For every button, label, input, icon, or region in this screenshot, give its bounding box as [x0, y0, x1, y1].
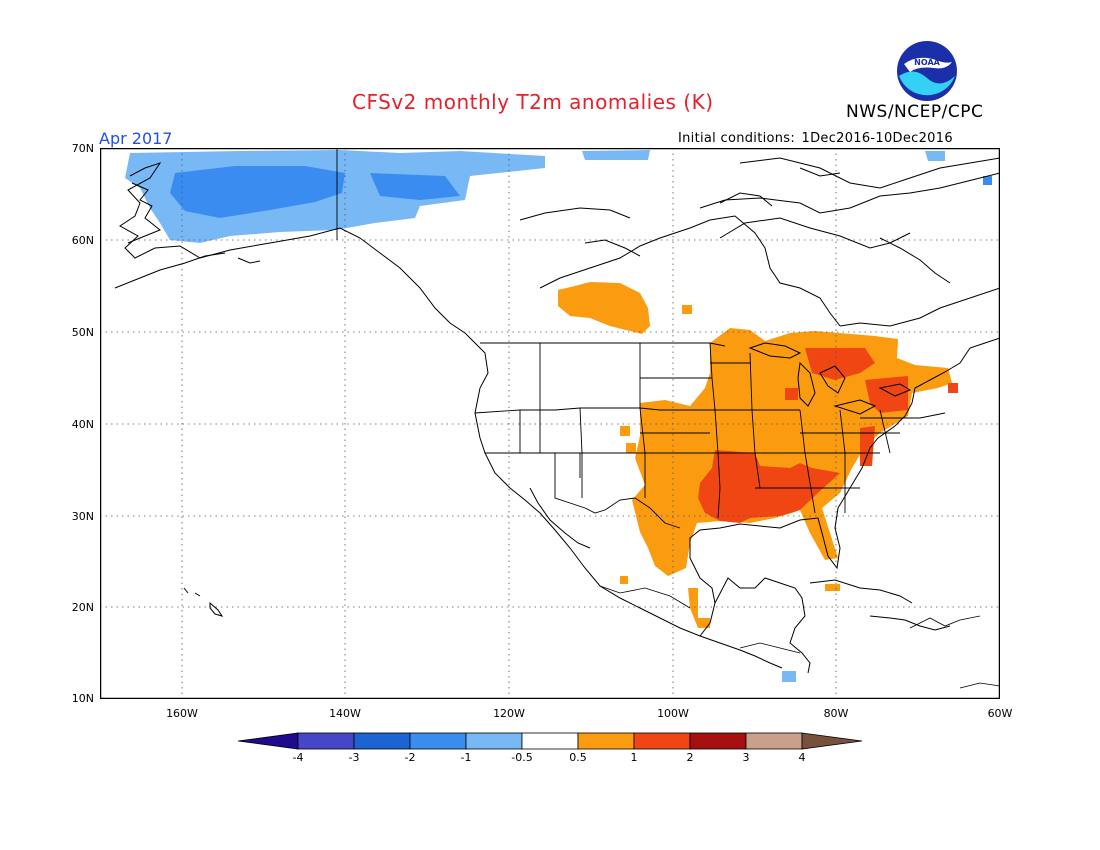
colorbar-cell [689, 732, 747, 750]
negative-anomaly-region [125, 150, 992, 682]
lat-label-50n: 50N [71, 326, 94, 339]
central-america-boundaries [599, 585, 1000, 689]
logo-text: NOAA [914, 58, 940, 67]
lat-label-60n: 60N [71, 234, 94, 247]
colorbar-cell [745, 732, 803, 750]
colorbar-cell [297, 732, 355, 750]
lat-label-20n: 20N [71, 601, 94, 614]
colorbar-cell [465, 732, 523, 750]
lat-label-40n: 40N [71, 418, 94, 431]
valid-month: Apr 2017 [99, 129, 173, 148]
anomaly-map [100, 148, 1000, 699]
colorbar-label: 0.5 [569, 751, 587, 764]
colorbar-label: -1 [460, 751, 472, 764]
coastlines [119, 157, 1000, 674]
graticule [100, 148, 1000, 699]
agency-label: NWS/NCEP/CPC [846, 102, 984, 122]
colorbar-cell [521, 732, 579, 750]
lat-label-10n: 10N [71, 692, 94, 705]
colorbar-cell [353, 732, 411, 750]
colorbar-label: -0.5 [511, 751, 533, 764]
lon-label-60w: 60W [987, 707, 1013, 720]
lat-label-70n: 70N [71, 142, 94, 155]
colorbar-label: 2 [686, 751, 694, 764]
lon-label-100w: 100W [657, 707, 689, 720]
political-boundaries [336, 148, 946, 529]
colorbar-label: 1 [630, 751, 638, 764]
colorbar [238, 732, 862, 750]
lon-label-140w: 140W [329, 707, 361, 720]
map-title: CFSv2 monthly T2m anomalies (K) [352, 90, 714, 114]
lon-label-120w: 120W [493, 707, 525, 720]
lon-label-80w: 80W [823, 707, 849, 720]
colorbar-label: 4 [798, 751, 806, 764]
lat-label-30n: 30N [71, 510, 94, 523]
initial-conditions-range: 1Dec2016-10Dec2016 [801, 131, 953, 146]
colorbar-cell [409, 732, 467, 750]
colorbar-cell [238, 732, 299, 750]
alaska-coast [114, 182, 261, 617]
noaa-logo: NOAA [897, 41, 957, 101]
great-lakes [748, 342, 912, 415]
lon-label-160w: 160W [166, 707, 198, 720]
initial-conditions: Initial conditions: 1Dec2016-10Dec2016 [676, 131, 953, 146]
colorbar-label: -3 [348, 751, 360, 764]
colorbar-label: -4 [292, 751, 304, 764]
colorbar-label: -2 [404, 751, 416, 764]
colorbar-cell [633, 732, 691, 750]
initial-conditions-label: Initial conditions: [678, 131, 796, 146]
colorbar-cell [801, 732, 862, 750]
colorbar-label: 3 [742, 751, 750, 764]
colorbar-cell [577, 732, 635, 750]
